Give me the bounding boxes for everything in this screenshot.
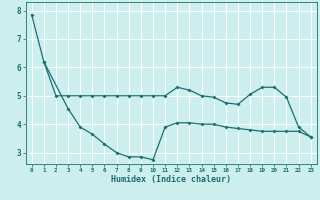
X-axis label: Humidex (Indice chaleur): Humidex (Indice chaleur) (111, 175, 231, 184)
